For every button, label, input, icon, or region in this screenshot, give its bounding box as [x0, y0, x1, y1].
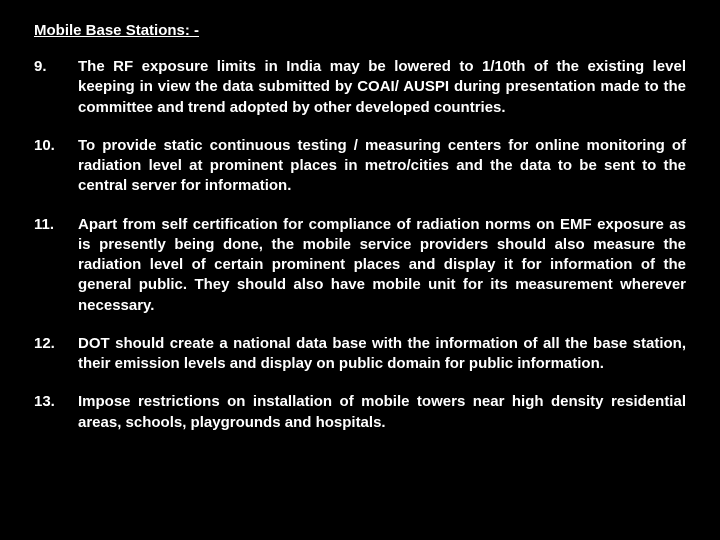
slide-page: Mobile Base Stations: - 9. The RF exposu…: [0, 0, 720, 540]
item-text: To provide static continuous testing / m…: [78, 136, 686, 197]
list-item: 10. To provide static continuous testing…: [34, 136, 686, 197]
item-number: 13.: [34, 392, 78, 412]
item-text: DOT should create a national data base w…: [78, 334, 686, 375]
section-heading: Mobile Base Stations: -: [34, 22, 686, 39]
list-item: 12. DOT should create a national data ba…: [34, 334, 686, 375]
numbered-list: 9. The RF exposure limits in India may b…: [34, 57, 686, 433]
list-item: 9. The RF exposure limits in India may b…: [34, 57, 686, 118]
item-number: 9.: [34, 57, 78, 77]
list-item: 11. Apart from self certification for co…: [34, 215, 686, 316]
item-number: 10.: [34, 136, 78, 156]
item-text: Apart from self certification for compli…: [78, 215, 686, 316]
item-text: The RF exposure limits in India may be l…: [78, 57, 686, 118]
list-item: 13. Impose restrictions on installation …: [34, 392, 686, 433]
item-number: 11.: [34, 215, 78, 235]
item-number: 12.: [34, 334, 78, 354]
item-text: Impose restrictions on installation of m…: [78, 392, 686, 433]
